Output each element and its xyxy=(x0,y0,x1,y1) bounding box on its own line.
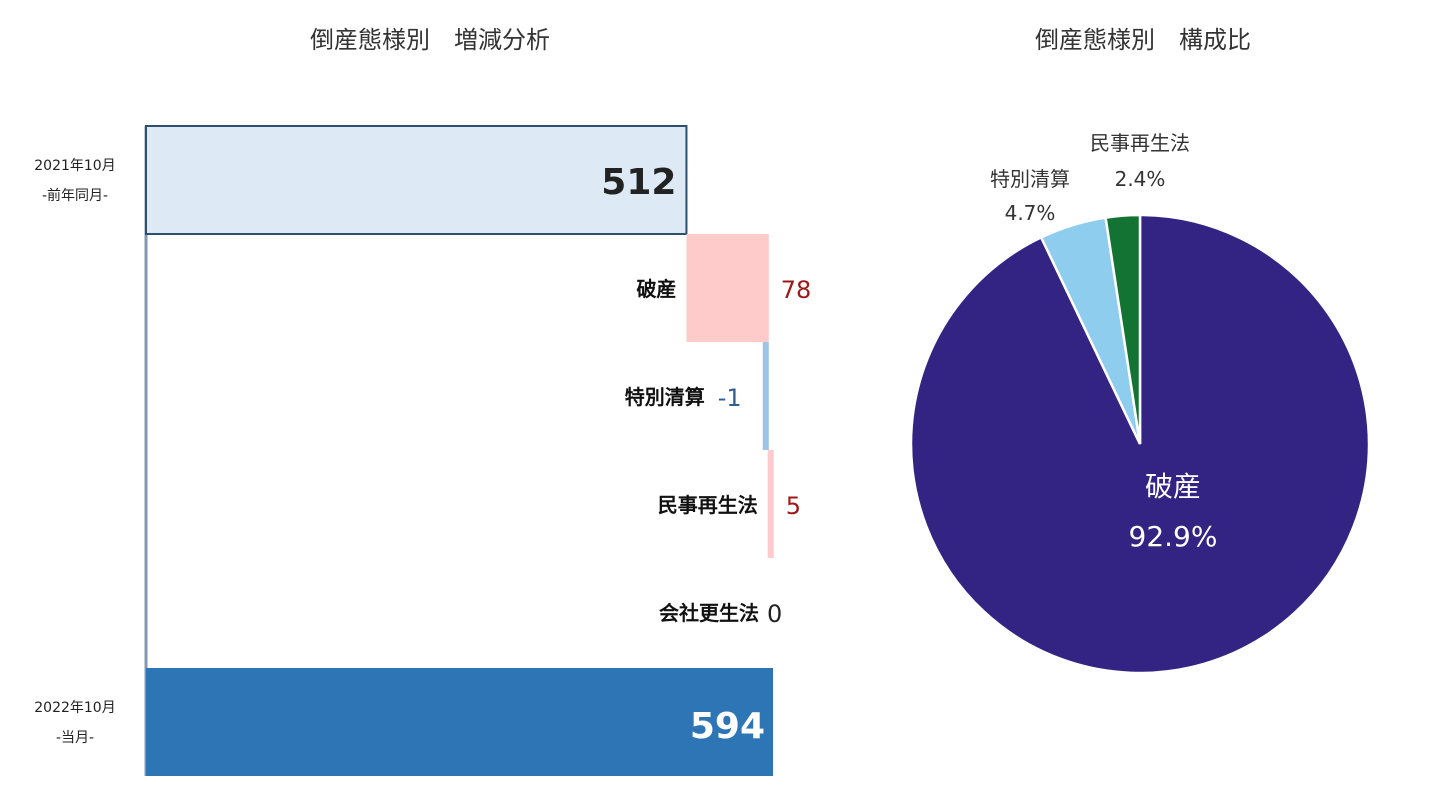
pie-label-value: 2.4% xyxy=(1115,167,1166,191)
pie-slice-3 xyxy=(1104,213,1142,445)
step-category-label: 会社更生法 xyxy=(659,601,759,625)
end-label-note: -当月- xyxy=(56,730,94,746)
step-value-label: 78 xyxy=(781,276,812,304)
step-category-label: 破産 xyxy=(636,277,676,301)
pie-label-value: 92.9% xyxy=(1129,520,1218,553)
bar-end xyxy=(146,668,773,776)
end-label-period: 2022年10月 xyxy=(34,700,115,716)
start-label-note: -前年同月- xyxy=(42,187,108,204)
step-value-label: 5 xyxy=(786,492,801,520)
bar-step-3 xyxy=(767,450,774,558)
pie-chart-title: 倒産態様別 構成比 xyxy=(1035,26,1251,54)
bar-start xyxy=(145,125,688,235)
step-category-label: 特別清算 xyxy=(625,385,705,409)
pie-label-category: 民事再生法 xyxy=(1090,131,1190,155)
start-label-period: 2021年10月 xyxy=(34,158,115,174)
bar-step-1 xyxy=(686,234,769,342)
bar-end-value: 594 xyxy=(690,706,765,747)
step-value-label: -1 xyxy=(718,384,742,412)
waterfall-chart-title: 倒産態様別 増減分析 xyxy=(310,26,550,54)
pie-label-category: 特別清算 xyxy=(990,167,1070,191)
bar-start-value: 512 xyxy=(601,162,676,203)
bar-step-2 xyxy=(762,342,769,450)
pie-label-value: 4.7% xyxy=(1005,201,1056,225)
pie-label-category: 破産 xyxy=(1145,470,1201,503)
step-category-label: 民事再生法 xyxy=(658,493,758,517)
step-value-label: 0 xyxy=(767,600,782,628)
